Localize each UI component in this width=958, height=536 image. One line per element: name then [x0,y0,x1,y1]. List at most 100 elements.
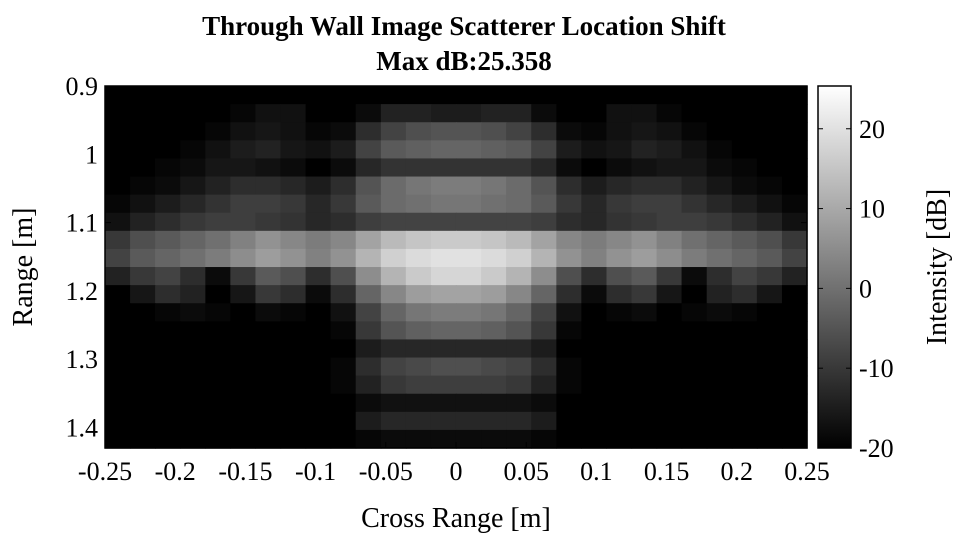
heatmap-cell [230,176,257,196]
heatmap-cell [556,393,583,413]
heatmap-cell [130,321,156,341]
heatmap-cell [155,411,181,431]
heatmap-cell [656,158,683,178]
heatmap-cell [330,176,357,196]
heatmap-cell [330,303,357,322]
heatmap-cell [430,158,457,178]
heatmap-cell [380,86,407,105]
heatmap-cell [305,176,332,196]
heatmap-cell [280,321,307,341]
heatmap-cell [255,212,282,232]
heatmap-cell [581,140,608,160]
heatmap-cell [781,140,808,160]
heatmap-cell [731,140,758,160]
heatmap-cell [104,122,131,141]
heatmap-cell [130,122,156,141]
heatmap-cell [104,212,131,232]
heatmap-cell [305,104,332,123]
heatmap-cell [481,267,507,286]
x-tick-label: -0.15 [218,457,272,486]
heatmap-cell [581,248,608,268]
colorbar-label: Intensity [dB] [922,189,953,345]
heatmap-cell [155,429,181,449]
heatmap-cell [556,321,583,341]
heatmap-cell [355,303,382,322]
heatmap-cell [455,86,482,105]
heatmap-cell [180,176,206,196]
heatmap-cell [130,194,156,214]
heatmap-cell [130,267,156,286]
heatmap-cell [781,267,808,286]
heatmap-cell [430,176,457,196]
heatmap-cell [581,321,608,341]
heatmap-cell [656,230,683,250]
heatmap-cell [230,285,257,304]
heatmap-cell [180,122,206,141]
heatmap-cell [781,212,808,232]
heatmap-cell [681,267,708,286]
heatmap-cell [380,176,407,196]
heatmap-cell [606,104,633,123]
heatmap-cell [155,176,181,196]
heatmap-cell [130,303,156,322]
heatmap-cell [706,429,733,449]
heatmap-cell [781,285,808,304]
heatmap-cell [330,158,357,178]
heatmap-cell [556,411,583,431]
heatmap-cell [756,230,783,250]
heatmap-cell [781,429,808,449]
heatmap-cell [756,393,783,413]
heatmap-cell [455,104,482,123]
heatmap-cell [581,230,608,250]
colorbar-tick-label: 20 [859,115,885,144]
heatmap-cell [681,158,708,178]
heatmap-cell [531,140,557,160]
heatmap-cell [756,339,783,359]
heatmap-cell [606,393,633,413]
heatmap-cell [631,393,658,413]
heatmap-cell [706,393,733,413]
heatmap-cell [180,303,206,322]
heatmap-cell [430,230,457,250]
heatmap-cell [706,285,733,304]
heatmap-cell [756,140,783,160]
heatmap-cell [405,321,432,341]
heatmap-cell [255,158,282,178]
heatmap-cell [430,429,457,449]
heatmap-cell [581,267,608,286]
heatmap-cell [155,393,181,413]
heatmap-cell [104,393,131,413]
heatmap-cell [130,158,156,178]
heatmap-cell [631,194,658,214]
heatmap-cell [430,122,457,141]
heatmap-cell [455,321,482,341]
heatmap-cell [681,212,708,232]
heatmap-cell [531,158,557,178]
heatmap-cell [430,140,457,160]
heatmap-cell [355,393,382,413]
heatmap-cell [455,194,482,214]
heatmap-cell [155,303,181,322]
heatmap-cell [681,357,708,377]
heatmap-cell [631,104,658,123]
heatmap-cell [155,122,181,141]
heatmap-cell [731,267,758,286]
heatmap-cell [380,230,407,250]
x-tick-label: -0.1 [295,457,336,486]
heatmap-cell [631,158,658,178]
heatmap-cell [155,194,181,214]
heatmap-cell [255,357,282,377]
heatmap-cell [205,194,232,214]
heatmap-cell [305,212,332,232]
x-axis-ticks: -0.25 -0.2 -0.15 -0.1 -0.05 0 0.05 0.1 0.15 0.2 0.… [78,86,830,486]
heatmap-cell [230,267,257,286]
heatmap-cell [455,375,482,395]
heatmap-cell [205,122,232,141]
heatmap-cell [481,411,507,431]
heatmap-cell [255,140,282,160]
heatmap-cell [631,122,658,141]
heatmap-cell [155,104,181,123]
heatmap-cell [104,194,131,214]
heatmap-cell [681,285,708,304]
heatmap-cell [130,248,156,268]
